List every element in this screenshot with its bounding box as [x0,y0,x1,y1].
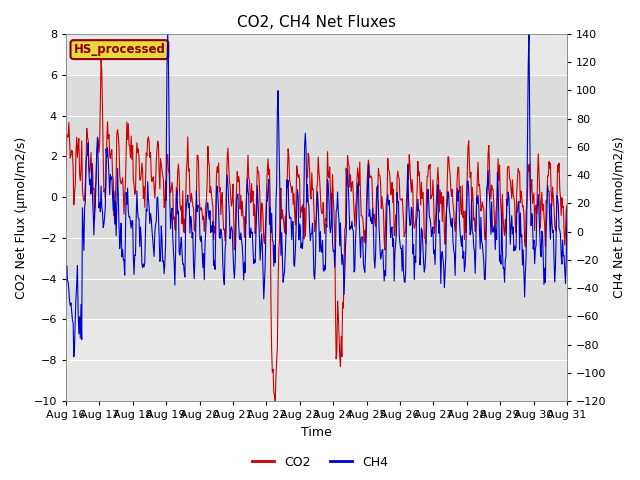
CH4 [205,212,212,217]
Y-axis label: CH4 Net Flux (nmol/m2/s): CH4 Net Flux (nmol/m2/s) [612,137,625,299]
CH4 [70,354,77,360]
Y-axis label: CO2 Net Flux (μmol/m2/s): CO2 Net Flux (μmol/m2/s) [15,136,28,299]
CH4 [164,31,172,37]
X-axis label: Time: Time [301,426,332,439]
CO2 [563,203,571,208]
CH4 [62,297,70,302]
CO2 [453,173,461,179]
Line: CO2: CO2 [66,59,567,401]
CO2 [204,144,212,149]
CO2 [62,166,70,171]
CH4 [186,230,194,236]
CO2 [97,56,105,61]
Text: HS_processed: HS_processed [74,43,165,56]
CH4 [392,232,400,238]
CO2 [221,238,229,244]
CO2 [271,398,279,404]
CH4 [453,186,461,192]
CH4 [222,240,230,245]
Line: CH4: CH4 [66,34,567,357]
CO2 [515,169,523,175]
CO2 [186,166,193,172]
Title: CO2, CH4 Net Fluxes: CO2, CH4 Net Fluxes [237,15,396,30]
CO2 [392,218,400,224]
CH4 [515,199,523,204]
CH4 [563,206,571,212]
Legend: CO2, CH4: CO2, CH4 [247,451,393,474]
Bar [66,75,567,320]
